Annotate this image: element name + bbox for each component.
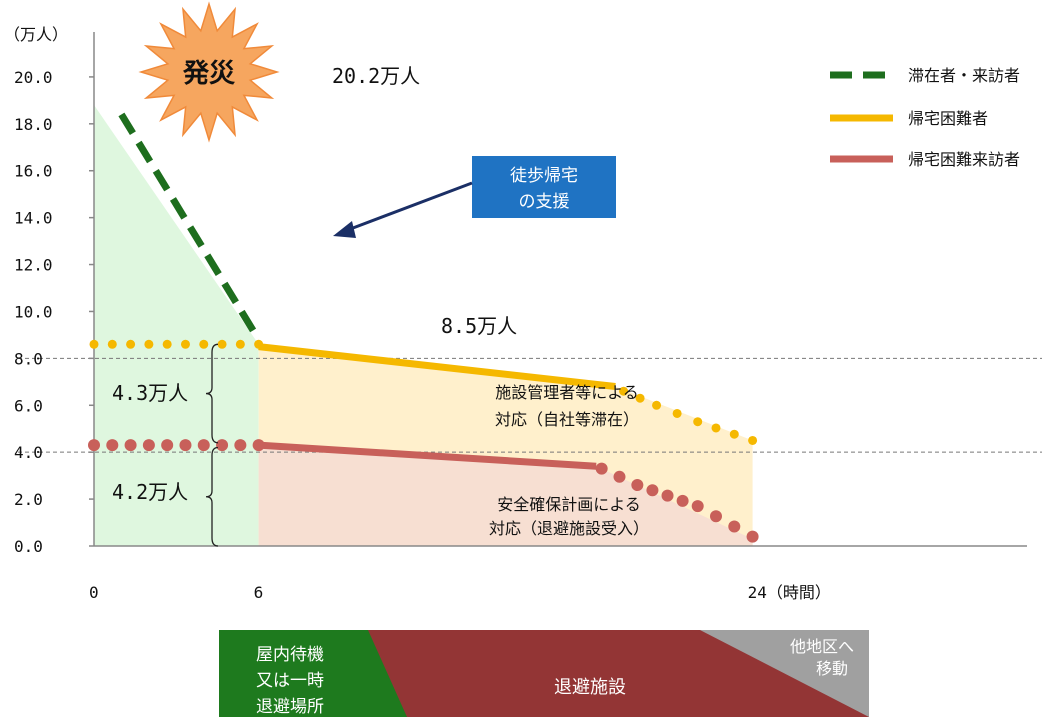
dotted-marker (161, 439, 174, 452)
y-tick-label: 6.0 (14, 396, 43, 415)
y-tick-label: 8.0 (14, 349, 43, 368)
area-initial-stay (94, 105, 259, 547)
x-tick-label: 24（時間） (748, 583, 831, 602)
brace (205, 343, 219, 444)
dotted-marker (89, 339, 99, 349)
lower-band-label: 4.2万人 (112, 480, 188, 504)
dotted-marker (728, 520, 741, 533)
dotted-marker (691, 500, 704, 513)
y-tick-labels: 20.0 18.0 16.0 14.0 12.0 10.0 8.0 6.0 4.0 2.0 0.0 (14, 68, 94, 556)
safety-plan-label: 安全確保計画による (497, 495, 641, 514)
x-tick-label: 6 (254, 583, 264, 602)
disaster-burst (138, 1, 280, 143)
series-line (258, 441, 597, 470)
dotted-marker (162, 339, 172, 349)
y-tick-label: 2.0 (14, 490, 43, 509)
dotted-marker (124, 439, 137, 452)
y-tick-label: 0.0 (14, 537, 43, 556)
legend-label: 帰宅困難者 (908, 109, 988, 128)
dotted-marker (661, 489, 674, 502)
legend-label: 帰宅困難来訪者 (908, 150, 1020, 169)
series-line (118, 112, 262, 342)
dotted-marker (126, 339, 136, 349)
dotted-marker (672, 408, 682, 418)
phase-move-label: 他地区へ (790, 637, 854, 656)
walk-support-label: の支援 (519, 192, 570, 212)
y-tick-label: 12.0 (14, 256, 53, 275)
dotted-marker (613, 470, 626, 483)
dotted-marker (711, 423, 721, 433)
legend-label: 滞在者・来訪者 (908, 66, 1020, 85)
area-safety-plan (258, 445, 753, 546)
dotted-marker (216, 439, 229, 452)
reference-lines (18, 357, 1042, 453)
dotted-marker (179, 439, 192, 452)
y-tick-label: 16.0 (14, 162, 53, 181)
dotted-marker (746, 530, 759, 543)
dotted-marker (676, 494, 689, 507)
dotted-marker (619, 386, 629, 396)
dotted-marker (199, 339, 209, 349)
dotted-marker (635, 393, 645, 403)
dotted-marker (106, 439, 119, 452)
series-layer (88, 112, 759, 543)
phase-move-other-district (700, 630, 869, 717)
y-tick-label: 20.0 (14, 68, 53, 87)
series-line (258, 343, 616, 390)
brace-layer (205, 343, 219, 547)
dotted-marker (710, 510, 722, 523)
dotted-marker (88, 439, 100, 452)
arrow-head (333, 221, 356, 238)
dotted-marker (235, 339, 245, 349)
walk-support-arrow (344, 181, 473, 233)
brace (205, 446, 219, 547)
y-tick-label: 4.0 (14, 443, 43, 462)
walk-support-label: 徒歩帰宅 (510, 166, 578, 186)
dotted-marker (693, 417, 703, 427)
phase-move-label: 移動 (816, 659, 848, 678)
dotted-marker (197, 439, 210, 452)
phase-indoor-wait (219, 630, 407, 717)
dotted-marker (646, 484, 659, 497)
dotted-marker (631, 479, 644, 492)
dotted-marker (107, 339, 117, 349)
phase-indoor-wait-label: 又は一時 (256, 671, 324, 691)
safety-plan-label: 対応（退避施設受入） (489, 519, 649, 538)
disaster-label: 発災 (182, 59, 236, 89)
area-layer (94, 105, 753, 547)
annotation-layer: 発災 20.2万人 8.5万人 4.3万人 4.2万人 徒歩帰宅の支援施設管理者等による対… (112, 1, 649, 538)
dotted-marker (595, 462, 608, 475)
x-tick-labels: 0 6 24（時間） (89, 583, 831, 602)
dotted-marker (748, 435, 758, 445)
y-tick-label: 14.0 (14, 209, 53, 228)
dotted-marker (652, 400, 662, 410)
peak-value-label: 20.2万人 (332, 64, 420, 88)
phase-indoor-wait-label: 屋内待機 (256, 645, 324, 665)
axes (93, 32, 1027, 547)
walk-support-box (472, 156, 616, 218)
upper-band-label: 4.3万人 (112, 381, 188, 405)
facility-manager-label: 対応（自社等滞在） (495, 410, 639, 429)
dotted-marker (180, 339, 190, 349)
y-axis-unit: （万人） (4, 25, 68, 44)
dotted-marker (144, 339, 154, 349)
y-tick-label: 18.0 (14, 115, 53, 134)
x-tick-label: 0 (89, 583, 99, 602)
facility-manager-label: 施設管理者等による (495, 383, 639, 402)
dotted-marker (729, 429, 739, 439)
dotted-marker (234, 439, 247, 452)
dotted-marker (217, 339, 227, 349)
mid-value-label: 8.5万人 (441, 314, 517, 338)
phase-indoor-wait-label: 退避場所 (256, 697, 324, 717)
dotted-marker (142, 439, 155, 452)
phase-evacuation-facility-label: 退避施設 (554, 677, 626, 698)
y-tick-label: 10.0 (14, 302, 53, 321)
